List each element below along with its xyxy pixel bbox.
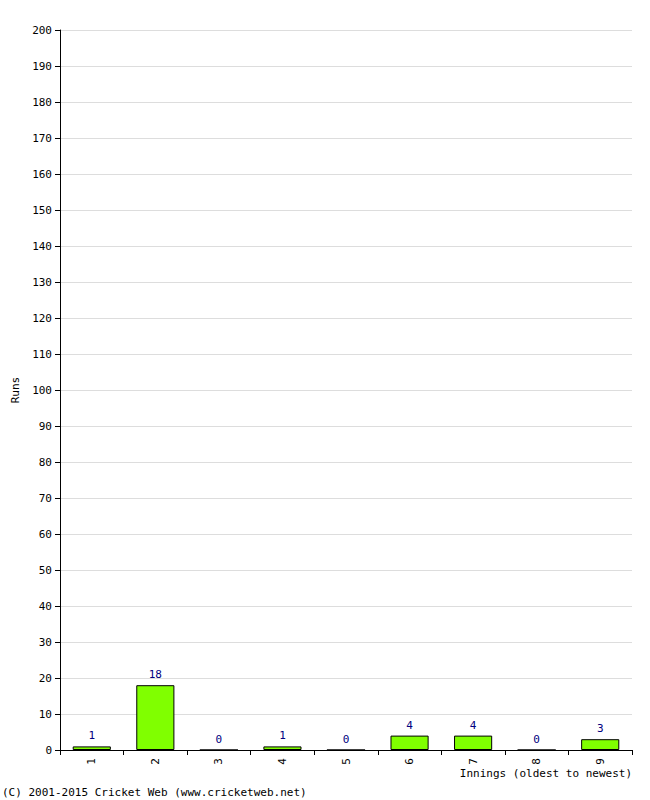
svg-text:4: 4 bbox=[276, 758, 289, 765]
svg-text:170: 170 bbox=[32, 132, 52, 145]
svg-text:1: 1 bbox=[85, 758, 98, 765]
svg-text:1: 1 bbox=[279, 729, 286, 742]
svg-text:Innings (oldest to newest): Innings (oldest to newest) bbox=[460, 767, 632, 780]
svg-text:1: 1 bbox=[88, 729, 95, 742]
svg-text:(C) 2001-2015 Cricket Web (www: (C) 2001-2015 Cricket Web (www.cricketwe… bbox=[2, 786, 307, 799]
svg-text:30: 30 bbox=[39, 636, 52, 649]
svg-text:7: 7 bbox=[467, 758, 480, 765]
svg-text:150: 150 bbox=[32, 204, 52, 217]
svg-text:110: 110 bbox=[32, 348, 52, 361]
svg-text:180: 180 bbox=[32, 96, 52, 109]
svg-text:60: 60 bbox=[39, 528, 52, 541]
svg-text:0: 0 bbox=[533, 733, 540, 746]
svg-text:Runs: Runs bbox=[9, 377, 22, 404]
svg-text:80: 80 bbox=[39, 456, 52, 469]
svg-text:5: 5 bbox=[340, 758, 353, 765]
svg-text:18: 18 bbox=[149, 668, 162, 681]
svg-text:2: 2 bbox=[149, 758, 162, 765]
svg-text:8: 8 bbox=[530, 758, 543, 765]
svg-text:70: 70 bbox=[39, 492, 52, 505]
svg-text:140: 140 bbox=[32, 240, 52, 253]
svg-text:9: 9 bbox=[594, 758, 607, 765]
svg-text:3: 3 bbox=[212, 758, 225, 765]
svg-text:160: 160 bbox=[32, 168, 52, 181]
svg-text:200: 200 bbox=[32, 24, 52, 37]
svg-text:6: 6 bbox=[403, 758, 416, 765]
svg-text:120: 120 bbox=[32, 312, 52, 325]
svg-text:4: 4 bbox=[470, 719, 477, 732]
svg-text:90: 90 bbox=[39, 420, 52, 433]
svg-text:20: 20 bbox=[39, 672, 52, 685]
svg-text:0: 0 bbox=[343, 733, 350, 746]
svg-text:190: 190 bbox=[32, 60, 52, 73]
svg-text:4: 4 bbox=[406, 719, 413, 732]
svg-text:0: 0 bbox=[216, 733, 223, 746]
svg-text:40: 40 bbox=[39, 600, 52, 613]
svg-text:100: 100 bbox=[32, 384, 52, 397]
svg-text:10: 10 bbox=[39, 708, 52, 721]
svg-text:130: 130 bbox=[32, 276, 52, 289]
svg-text:50: 50 bbox=[39, 564, 52, 577]
svg-text:0: 0 bbox=[45, 744, 52, 757]
svg-text:3: 3 bbox=[597, 722, 604, 735]
